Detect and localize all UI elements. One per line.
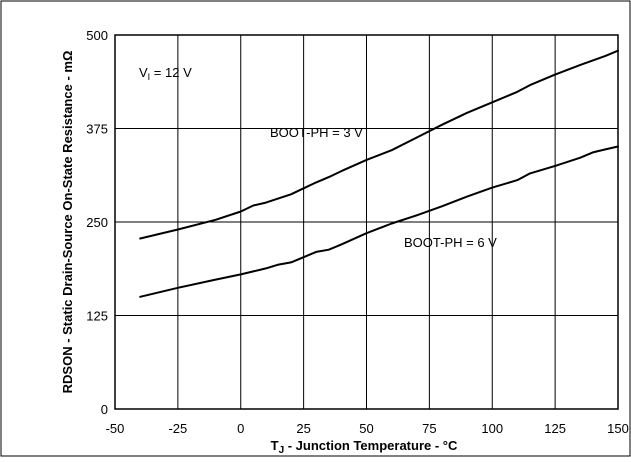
tick-labels: -50 -25 0 25 50 75 100 125 150 0 125 250 375 500 <box>86 28 629 436</box>
y-tick-label: 375 <box>86 122 108 137</box>
series-layer <box>139 49 619 298</box>
y-axis-title: RDSON - Static Drain-Source On-State Res… <box>60 51 75 394</box>
x-axis-title: TJ - Junction Temperature - °C <box>271 438 458 456</box>
annotation-boot-ph-6v: BOOT-PH = 6 V <box>404 235 497 250</box>
y-tick-label: 500 <box>86 28 108 43</box>
y-tick-label: 125 <box>86 309 108 324</box>
x-tick-label: 0 <box>237 421 244 436</box>
x-tick-label: 125 <box>544 421 566 436</box>
x-tick-label: 100 <box>481 421 503 436</box>
x-tick-label: 50 <box>359 421 373 436</box>
condition-label: VI = 12 V <box>139 65 192 82</box>
x-tick-label: -50 <box>106 421 125 436</box>
x-tick-label: 150 <box>607 421 629 436</box>
annotation-boot-ph-3v: BOOT-PH = 3 V <box>270 125 363 140</box>
x-tick-label: 25 <box>296 421 310 436</box>
series-line-boot-ph-3v <box>139 49 619 240</box>
series-line-boot-ph-6v <box>139 145 619 298</box>
x-tick-label: 75 <box>422 421 436 436</box>
y-tick-label: 250 <box>86 215 108 230</box>
x-tick-label: -25 <box>168 421 187 436</box>
plot-area <box>114 34 619 410</box>
y-tick-label: 0 <box>101 402 108 417</box>
